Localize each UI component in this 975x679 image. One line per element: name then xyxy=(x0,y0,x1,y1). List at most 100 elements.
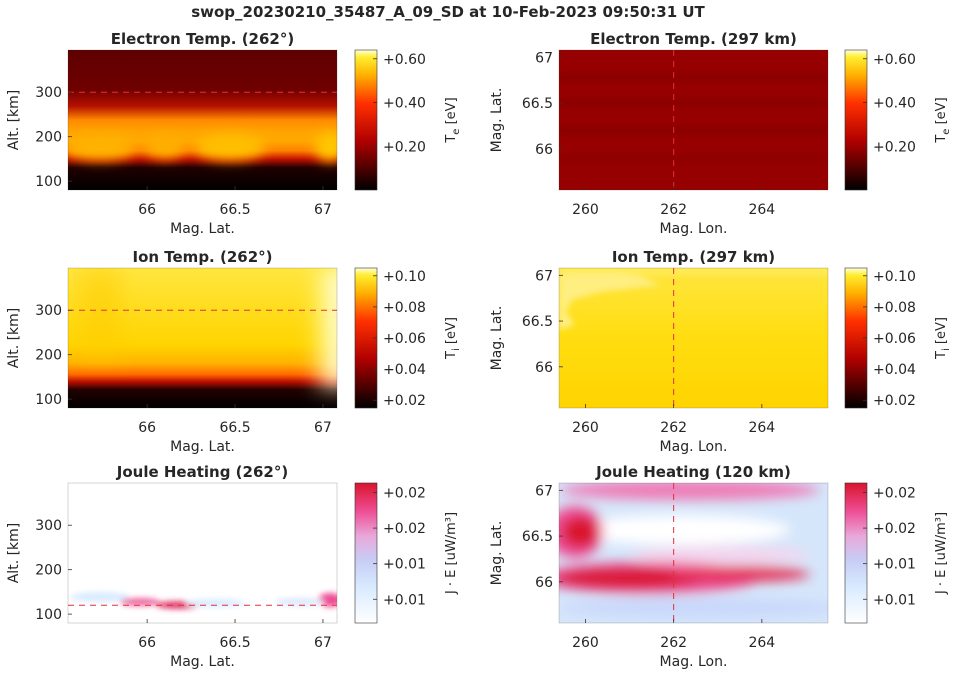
colorbar-tick-label: +0.60 xyxy=(383,52,426,68)
y-tick-label: 66.5 xyxy=(522,529,553,545)
colorbar-label: J · E [uW/m³] xyxy=(444,512,459,595)
colorbar-label: Te [eV] xyxy=(934,97,952,143)
colorbar-tick-label: +0.01 xyxy=(383,557,426,573)
heatmap-bands xyxy=(559,74,828,163)
heatmap-features xyxy=(80,268,337,388)
x-tick-label: 67 xyxy=(314,635,332,651)
x-axis-label: Mag. Lat. xyxy=(170,439,235,455)
y-axis-label: Mag. Lat. xyxy=(489,306,505,371)
x-tick-label: 260 xyxy=(572,420,599,436)
colorbar-tick-label: +0.10 xyxy=(383,269,426,285)
colorbar-tick-label: +0.06 xyxy=(383,331,426,347)
x-axis-label: Mag. Lon. xyxy=(660,654,728,670)
y-axis-label: Mag. Lat. xyxy=(489,88,505,153)
colorbar-tick-label: +0.60 xyxy=(873,52,916,68)
colorbar-tick-label: +0.01 xyxy=(383,592,426,608)
colorbar-tick-label: +0.04 xyxy=(873,362,916,378)
x-axis-label: Mag. Lat. xyxy=(170,654,235,670)
chart-title: Joule Heating (120 km) xyxy=(595,463,791,481)
panel-electron-temp-altitude xyxy=(68,50,337,190)
colorbar-tick-label: +0.04 xyxy=(383,362,426,378)
x-axis-label: Mag. Lon. xyxy=(660,439,728,455)
x-tick-label: 260 xyxy=(572,635,599,651)
heatmap-field xyxy=(68,50,337,190)
colorbar-label: Ti [eV] xyxy=(444,317,462,360)
x-tick-label: 67 xyxy=(314,420,332,436)
colorbar-tick-label: +0.06 xyxy=(873,331,916,347)
x-tick-label: 262 xyxy=(660,202,687,218)
y-tick-label: 67 xyxy=(535,483,553,499)
y-tick-label: 300 xyxy=(35,303,62,319)
x-tick-label: 66 xyxy=(138,420,156,436)
colorbar-tick-label: +0.02 xyxy=(383,485,426,501)
colorbar-tick-label: +0.02 xyxy=(873,393,916,409)
chart-title: Ion Temp. (297 km) xyxy=(612,248,775,266)
y-tick-label: 100 xyxy=(35,607,62,623)
y-tick-label: 200 xyxy=(35,130,62,146)
x-tick-label: 264 xyxy=(748,420,775,436)
heatmap-features xyxy=(559,268,828,330)
plot-frame xyxy=(67,482,338,624)
x-tick-label: 262 xyxy=(660,635,687,651)
heatmap-features xyxy=(559,483,828,618)
colorbar-label: Te [eV] xyxy=(444,97,462,143)
y-tick-label: 200 xyxy=(35,563,62,579)
panel-ion-temp-altitude xyxy=(68,268,337,408)
colorbar-tick-label: +0.20 xyxy=(383,139,426,155)
colorbar xyxy=(844,49,868,191)
chart-title: Joule Heating (262°) xyxy=(116,463,288,481)
x-tick-label: 66.5 xyxy=(219,420,250,436)
colorbar-tick-label: +0.40 xyxy=(383,96,426,112)
panel-joule-altitude xyxy=(68,483,337,623)
chart-1: Electron Temp. (297 km) 260 262 264 66 66.5 67… xyxy=(489,30,952,237)
colorbar-tick-label: +0.10 xyxy=(873,269,916,285)
plot-frame xyxy=(558,267,829,409)
figure-title: swop_20230210_35487_A_09_SD at 10-Feb-20… xyxy=(191,3,705,21)
plot-frame xyxy=(67,267,338,409)
chart-4: Joule Heating (262°) 66 66.5 67 100 200 300 Mag… xyxy=(6,463,459,670)
x-tick-label: 66 xyxy=(138,202,156,218)
colorbar-tick-label: +0.40 xyxy=(873,96,916,112)
colorbar-tick-label: +0.02 xyxy=(383,393,426,409)
x-tick-label: 260 xyxy=(572,202,599,218)
y-tick-label: 300 xyxy=(35,518,62,534)
x-tick-label: 66 xyxy=(138,635,156,651)
x-tick-label: 67 xyxy=(314,202,332,218)
y-tick-label: 100 xyxy=(35,392,62,408)
y-axis-label: Alt. [km] xyxy=(6,308,22,369)
y-tick-label: 300 xyxy=(35,85,62,101)
colorbar-tick-label: +0.01 xyxy=(873,592,916,608)
colorbar-tick-label: +0.01 xyxy=(873,557,916,573)
x-tick-label: 66.5 xyxy=(219,202,250,218)
colorbar-tick-label: +0.02 xyxy=(383,521,426,537)
colorbar-tick-label: +0.08 xyxy=(383,300,426,316)
chart-title: Electron Temp. (297 km) xyxy=(590,30,797,48)
y-tick-label: 200 xyxy=(35,348,62,364)
colorbar-tick-label: +0.20 xyxy=(873,139,916,155)
colorbar-label: Ti [eV] xyxy=(934,317,952,360)
y-tick-label: 67 xyxy=(535,50,553,66)
y-tick-label: 66.5 xyxy=(522,96,553,112)
heatmap-hotspots xyxy=(68,133,337,161)
heatmap-field xyxy=(559,50,828,190)
chart-3: Ion Temp. (297 km) 260 262 264 66 66.5 67 Mag. … xyxy=(489,248,952,455)
x-axis-label: Mag. Lon. xyxy=(660,221,728,237)
x-tick-label: 264 xyxy=(748,635,775,651)
x-tick-label: 66.5 xyxy=(219,635,250,651)
y-tick-label: 66.5 xyxy=(522,314,553,330)
colorbar-tick-label: +0.08 xyxy=(873,300,916,316)
chart-2: Ion Temp. (262°) 66 66.5 67 100 200 300 Mag. La… xyxy=(6,248,462,455)
plot-frame xyxy=(558,49,829,191)
x-axis-label: Mag. Lat. xyxy=(170,221,235,237)
x-tick-label: 264 xyxy=(748,202,775,218)
chart-overlay: Electron Temp. (262°) 66 66.5 67 100 200 300 Ma… xyxy=(6,30,952,670)
chart-5: Joule Heating (120 km) 260 262 264 66 66.5 67 M… xyxy=(489,463,949,670)
chart-title: Ion Temp. (262°) xyxy=(132,248,272,266)
x-tick-label: 262 xyxy=(660,420,687,436)
y-tick-label: 66 xyxy=(535,360,553,376)
colorbar xyxy=(844,482,868,624)
y-tick-label: 66 xyxy=(535,142,553,158)
colorbar xyxy=(354,482,378,624)
y-axis-label: Alt. [km] xyxy=(6,523,22,584)
